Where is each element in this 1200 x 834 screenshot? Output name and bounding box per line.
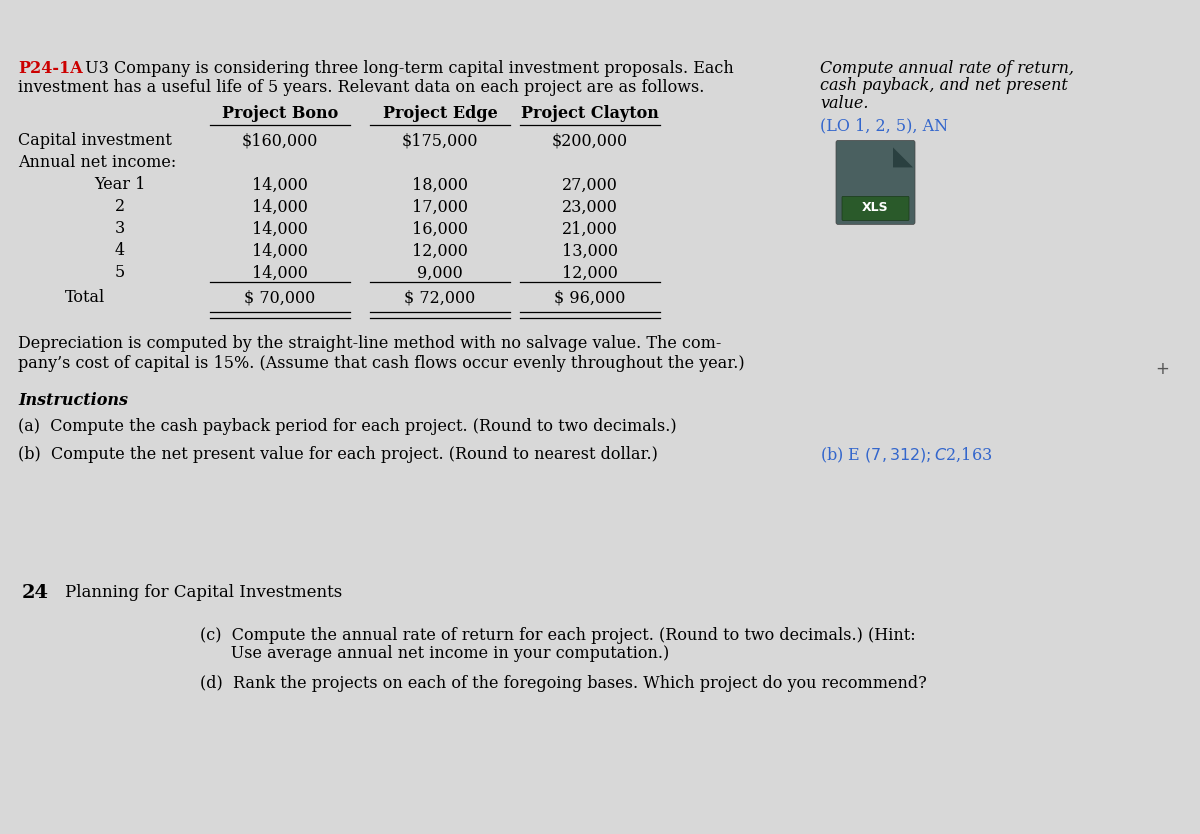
Text: U3 Company is considering three long-term capital investment proposals. Each: U3 Company is considering three long-ter…	[80, 59, 733, 77]
Text: Annual net income:: Annual net income:	[18, 154, 176, 172]
Text: 2: 2	[115, 198, 125, 215]
Text: (a)  Compute the cash payback period for each project. (Round to two decimals.): (a) Compute the cash payback period for …	[18, 418, 677, 435]
Text: XLS: XLS	[862, 201, 888, 214]
Text: $ 72,000: $ 72,000	[404, 289, 475, 306]
Text: (b)  Compute the net present value for each project. (Round to nearest dollar.): (b) Compute the net present value for ea…	[18, 446, 658, 463]
Text: 5: 5	[115, 264, 125, 281]
Text: Depreciation is computed by the straight-line method with no salvage value. The : Depreciation is computed by the straight…	[18, 335, 721, 352]
Text: $ 70,000: $ 70,000	[245, 289, 316, 306]
Text: (d)  Rank the projects on each of the foregoing bases. Which project do you reco: (d) Rank the projects on each of the for…	[200, 675, 926, 691]
Text: 12,000: 12,000	[562, 264, 618, 281]
Text: 14,000: 14,000	[252, 264, 308, 281]
Text: 14,000: 14,000	[252, 220, 308, 238]
Text: 27,000: 27,000	[562, 177, 618, 193]
Text: Project Clayton: Project Clayton	[521, 105, 659, 123]
Text: 14,000: 14,000	[252, 243, 308, 259]
Text: Compute annual rate of return,: Compute annual rate of return,	[820, 59, 1074, 77]
Text: Use average annual net income in your computation.): Use average annual net income in your co…	[200, 645, 670, 661]
Text: Instructions: Instructions	[18, 392, 128, 409]
Text: $ 96,000: $ 96,000	[554, 289, 625, 306]
Text: 12,000: 12,000	[412, 243, 468, 259]
FancyBboxPatch shape	[842, 197, 910, 220]
Text: 3: 3	[115, 220, 125, 238]
Text: investment has a useful life of 5 years. Relevant data on each project are as fo: investment has a useful life of 5 years.…	[18, 79, 704, 97]
Text: pany’s cost of capital is 15%. (Assume that cash flows occur evenly throughout t: pany’s cost of capital is 15%. (Assume t…	[18, 355, 745, 372]
Text: Year 1: Year 1	[95, 177, 145, 193]
Text: cash payback, and net present: cash payback, and net present	[820, 78, 1068, 94]
FancyBboxPatch shape	[836, 140, 916, 224]
Text: Planning for Capital Investments: Planning for Capital Investments	[65, 585, 342, 601]
Text: Total: Total	[65, 289, 106, 306]
Text: Project Bono: Project Bono	[222, 105, 338, 123]
Text: Capital investment: Capital investment	[18, 133, 172, 149]
Text: $175,000: $175,000	[402, 133, 479, 149]
Text: 13,000: 13,000	[562, 243, 618, 259]
Text: (c)  Compute the annual rate of return for each project. (Round to two decimals.: (c) Compute the annual rate of return fo…	[200, 627, 916, 645]
Text: 18,000: 18,000	[412, 177, 468, 193]
Text: 23,000: 23,000	[562, 198, 618, 215]
Text: (b) E $(7,312); C $2,163: (b) E $(7,312); C $2,163	[820, 446, 992, 465]
Text: 16,000: 16,000	[412, 220, 468, 238]
Text: 24: 24	[22, 585, 49, 602]
Text: 4: 4	[115, 243, 125, 259]
Text: 14,000: 14,000	[252, 198, 308, 215]
Text: (LO 1, 2, 5), AN: (LO 1, 2, 5), AN	[820, 118, 948, 134]
Text: Project Edge: Project Edge	[383, 105, 497, 123]
Text: value.: value.	[820, 95, 869, 113]
Text: 17,000: 17,000	[412, 198, 468, 215]
Text: 21,000: 21,000	[562, 220, 618, 238]
Polygon shape	[893, 148, 913, 168]
Text: 14,000: 14,000	[252, 177, 308, 193]
Text: $160,000: $160,000	[242, 133, 318, 149]
Text: +: +	[1154, 360, 1169, 379]
Text: $200,000: $200,000	[552, 133, 628, 149]
Text: P24-1A: P24-1A	[18, 59, 83, 77]
Text: 9,000: 9,000	[418, 264, 463, 281]
